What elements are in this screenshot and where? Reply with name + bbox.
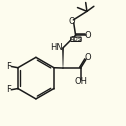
Text: F: F xyxy=(6,62,11,71)
Text: Abs: Abs xyxy=(70,36,82,42)
Text: HN: HN xyxy=(50,43,62,52)
Text: OH: OH xyxy=(74,77,87,86)
FancyBboxPatch shape xyxy=(71,37,81,41)
Text: F: F xyxy=(6,85,11,94)
Polygon shape xyxy=(62,48,64,68)
Text: O: O xyxy=(85,31,91,40)
Text: O: O xyxy=(69,17,75,26)
Text: O: O xyxy=(85,53,91,62)
